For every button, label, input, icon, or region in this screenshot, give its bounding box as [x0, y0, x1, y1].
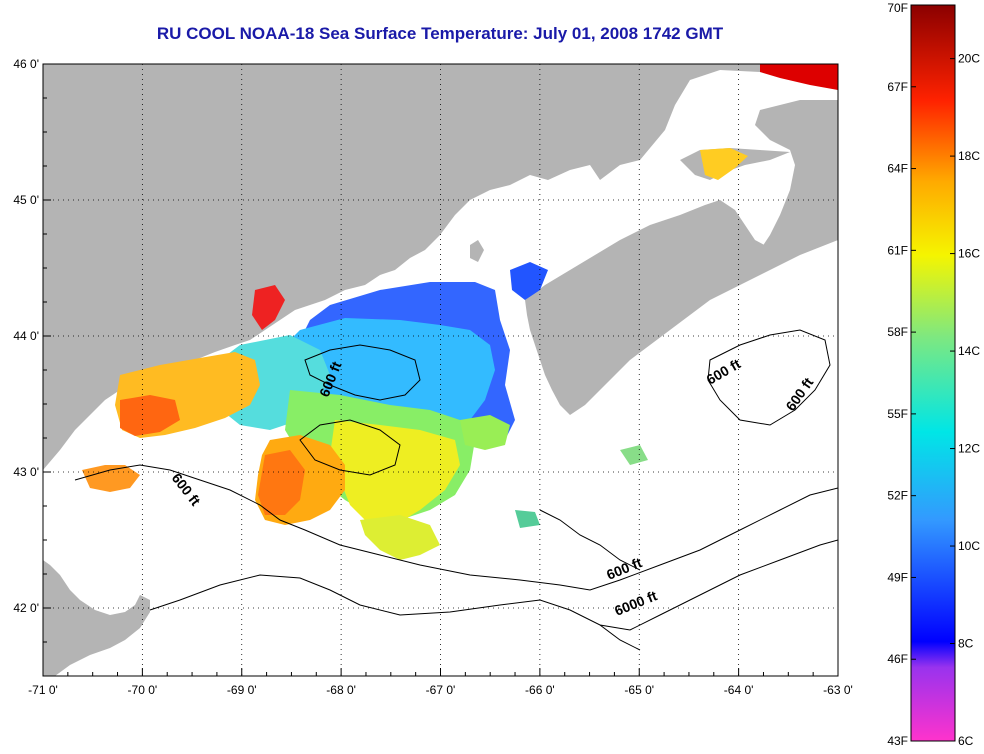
colorbar-c-label: 16C — [958, 247, 980, 261]
lon-tick-label: -70 0' — [128, 683, 158, 697]
lat-tick-label: 44 0' — [13, 329, 39, 343]
colorbar-f-label: 46F — [887, 652, 908, 666]
colorbar-c-label: 12C — [958, 442, 980, 456]
colorbar-f-label: 64F — [887, 162, 908, 176]
lon-tick-label: -71 0' — [28, 683, 58, 697]
lon-tick-label: -67 0' — [426, 683, 456, 697]
map-title: RU COOL NOAA-18 Sea Surface Temperature:… — [156, 24, 724, 43]
lat-tick-label: 46 0' — [13, 57, 39, 71]
colorbar-c-label: 14C — [958, 344, 980, 358]
colorbar-c-label: 6C — [958, 734, 974, 748]
bathymetry-contours — [74, 329, 838, 651]
lon-tick-label: -65 0' — [624, 683, 654, 697]
colorbar-c-label: 8C — [958, 637, 974, 651]
lon-tick-label: -63 0' — [823, 683, 853, 697]
longitude-axis: -71 0' -70 0' -69 0' -68 0' -67 0' -66 0' -65 … — [28, 668, 853, 697]
land-massachusetts — [43, 560, 150, 676]
colorbar-c-label: 18C — [958, 149, 980, 163]
colorbar-f-label: 67F — [887, 80, 908, 94]
land-cape-breton — [755, 100, 838, 260]
colorbar-f-label: 49F — [887, 570, 908, 584]
lat-tick-label: 45 0' — [13, 193, 39, 207]
land-grand-manan — [470, 240, 484, 262]
colorbar-f-label: 55F — [887, 407, 908, 421]
colorbar-f-label: 58F — [887, 325, 908, 339]
colorbar-fahrenheit-labels: 70F 67F 64F 61F 58F 55F 52F 49F 46F 43F — [887, 1, 916, 748]
lon-tick-label: -66 0' — [525, 683, 555, 697]
grid-lines — [43, 64, 838, 676]
colorbar-c-label: 20C — [958, 52, 980, 66]
colorbar-c-label: 10C — [958, 539, 980, 553]
colorbar-f-label: 52F — [887, 489, 908, 503]
latitude-axis: 46 0' 45 0' 44 0' 43 0' 42 0' — [13, 57, 51, 677]
colorbar-f-label: 43F — [887, 734, 908, 748]
land-maine-new-brunswick — [43, 64, 838, 470]
colorbar-f-label: 70F — [887, 1, 908, 15]
colorbar-celsius-labels: 20C 18C 16C 14C 12C 10C 8C 6C — [950, 52, 980, 748]
lon-tick-label: -68 0' — [326, 683, 356, 697]
lon-tick-label: -69 0' — [227, 683, 257, 697]
lon-tick-label: -64 0' — [724, 683, 754, 697]
colorbar — [910, 4, 956, 742]
colorbar-f-label: 61F — [887, 243, 908, 257]
land-nova-scotia — [525, 200, 838, 415]
lat-tick-label: 43 0' — [13, 465, 39, 479]
lat-tick-label: 42 0' — [13, 601, 39, 615]
